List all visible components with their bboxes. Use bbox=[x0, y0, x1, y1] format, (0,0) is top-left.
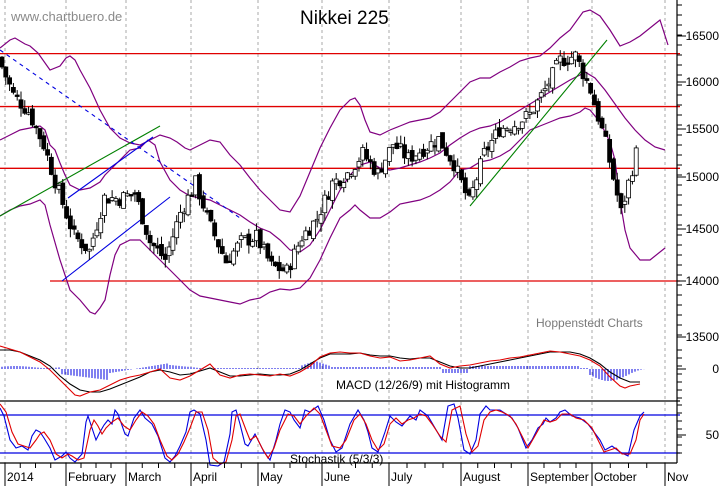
stoch-d-line bbox=[0, 403, 645, 465]
month-label: September bbox=[530, 470, 589, 484]
month-label: April bbox=[193, 470, 218, 484]
macd-label: MACD (12/26/9) mit Histogramm bbox=[336, 378, 511, 392]
stochastics-panel bbox=[0, 403, 680, 467]
candlesticks bbox=[0, 50, 639, 279]
month-label: February bbox=[68, 470, 117, 484]
blue-channel-lower bbox=[61, 196, 171, 282]
x-tick-marks bbox=[4, 463, 666, 486]
axis-tick-label: 15000 bbox=[685, 170, 719, 184]
axis-tick-label: 15500 bbox=[685, 122, 719, 136]
axis-tick-label: 13500 bbox=[685, 330, 719, 344]
axis-tick-label: 14500 bbox=[685, 222, 719, 236]
green-uptrend-right bbox=[469, 39, 608, 207]
axis-tick-label: 0 bbox=[712, 362, 719, 376]
watermark: www.chartbuero.de bbox=[11, 9, 123, 24]
month-label: June bbox=[324, 470, 351, 484]
y-tick-marks bbox=[677, 4, 686, 454]
bollinger-upper bbox=[0, 9, 669, 213]
month-label: 2014 bbox=[7, 470, 34, 484]
month-label: August bbox=[463, 470, 501, 484]
month-label: Nov bbox=[667, 470, 689, 484]
month-gridlines bbox=[4, 0, 666, 463]
macd-panel bbox=[0, 345, 645, 397]
axis-tick-label: 14000 bbox=[685, 274, 719, 288]
month-label: May bbox=[260, 470, 283, 484]
trend-lines bbox=[0, 39, 608, 282]
axis-tick-label: 50 bbox=[705, 428, 719, 442]
month-label: March bbox=[128, 470, 162, 484]
month-label: October bbox=[594, 470, 637, 484]
axis-tick-label: 16000 bbox=[685, 75, 719, 89]
chart-title: Nikkei 225 bbox=[300, 8, 389, 29]
stochastics-label: Stochastik (5/3/3) bbox=[290, 452, 384, 466]
macd-signal-line bbox=[0, 349, 640, 393]
stoch-k-line bbox=[0, 403, 645, 467]
axis-tick-label: 16500 bbox=[685, 29, 719, 43]
source-label: Hoppenstedt Charts bbox=[536, 316, 643, 330]
bollinger-bands bbox=[0, 9, 669, 315]
blue-dashed-downtrend bbox=[0, 49, 241, 219]
green-uptrend-left bbox=[0, 125, 161, 217]
bollinger-lower bbox=[0, 107, 666, 315]
support-resistance-lines bbox=[0, 52, 680, 282]
month-label: July bbox=[391, 470, 413, 484]
macd-histogram bbox=[1, 361, 645, 381]
macd-line bbox=[0, 345, 641, 397]
bollinger-middle bbox=[0, 71, 666, 253]
blue-channel-upper bbox=[67, 136, 154, 199]
